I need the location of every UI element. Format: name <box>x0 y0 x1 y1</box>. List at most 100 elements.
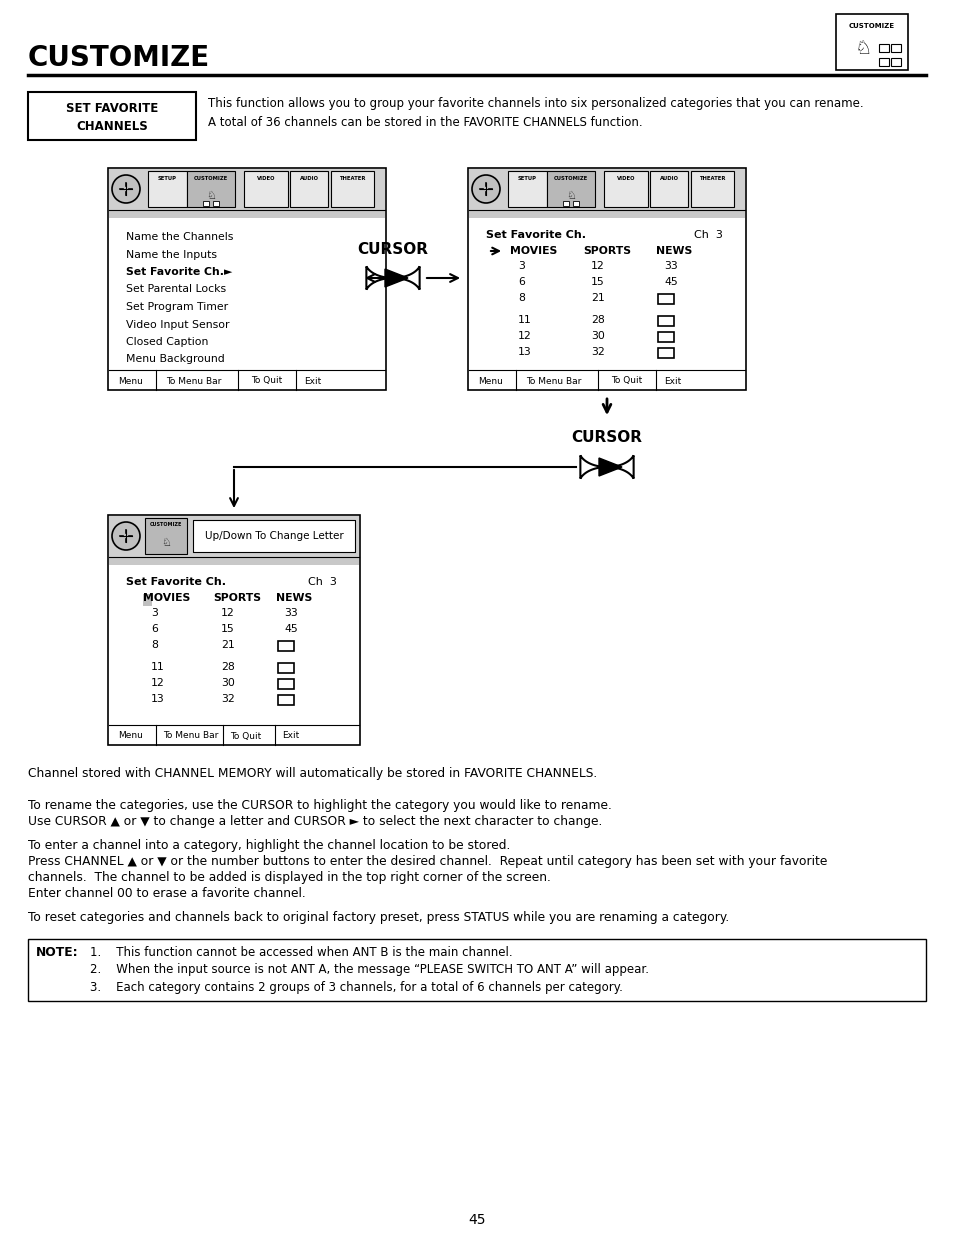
Bar <box>290 170 328 207</box>
Text: Menu: Menu <box>118 377 143 385</box>
Bar <box>109 558 358 564</box>
Text: 11: 11 <box>517 315 531 325</box>
Text: Press CHANNEL ▲ or ▼ or the number buttons to enter the desired channel.  Repeat: Press CHANNEL ▲ or ▼ or the number butto… <box>28 855 826 868</box>
Text: 3: 3 <box>151 608 157 618</box>
Text: ♘: ♘ <box>565 191 576 201</box>
Text: Menu: Menu <box>477 377 502 385</box>
Circle shape <box>472 175 499 203</box>
Text: VIDEO: VIDEO <box>256 175 275 180</box>
Polygon shape <box>385 269 408 287</box>
Bar <box>193 520 355 552</box>
Text: VIDEO: VIDEO <box>616 175 635 180</box>
Text: 6: 6 <box>517 277 524 287</box>
Text: Menu: Menu <box>118 731 143 741</box>
Text: 1.    This function cannot be accessed when ANT B is the main channel.: 1. This function cannot be accessed when… <box>90 946 512 958</box>
Bar <box>244 170 287 207</box>
Text: CUSTOMIZE: CUSTOMIZE <box>193 175 228 180</box>
Bar <box>108 515 359 745</box>
Text: 45: 45 <box>663 277 677 287</box>
Bar <box>890 58 900 65</box>
Bar <box>878 58 888 65</box>
Bar <box>468 168 745 390</box>
Text: SET FAVORITE: SET FAVORITE <box>66 101 158 115</box>
Text: AUDIO: AUDIO <box>659 175 678 180</box>
Text: 13: 13 <box>151 694 165 704</box>
Bar <box>890 44 900 52</box>
Text: AUDIO: AUDIO <box>299 175 318 180</box>
Bar <box>658 332 673 342</box>
Text: To reset categories and channels back to original factory preset, press STATUS w: To reset categories and channels back to… <box>28 911 728 924</box>
Text: SPORTS: SPORTS <box>213 593 261 603</box>
Text: To Quit: To Quit <box>610 377 641 385</box>
Text: THEATER: THEATER <box>699 175 725 180</box>
Polygon shape <box>598 458 621 475</box>
Text: ♘: ♘ <box>854 40 872 58</box>
Bar <box>649 170 688 207</box>
Text: Name the Inputs: Name the Inputs <box>126 249 216 259</box>
Text: 12: 12 <box>517 331 531 341</box>
Text: SETUP: SETUP <box>517 175 537 180</box>
Text: THEATER: THEATER <box>339 175 365 180</box>
Text: To enter a channel into a category, highlight the channel location to be stored.: To enter a channel into a category, high… <box>28 839 510 852</box>
Text: 12: 12 <box>590 261 604 270</box>
Text: Exit: Exit <box>663 377 680 385</box>
Bar <box>108 168 386 390</box>
Text: 12: 12 <box>221 608 234 618</box>
Text: CUSTOMIZE: CUSTOMIZE <box>848 23 894 28</box>
Text: 45: 45 <box>468 1213 485 1228</box>
Text: 15: 15 <box>590 277 604 287</box>
Bar <box>562 201 568 206</box>
Text: Set Parental Locks: Set Parental Locks <box>126 284 226 294</box>
Text: To Quit: To Quit <box>251 377 282 385</box>
Text: 33: 33 <box>663 261 677 270</box>
Bar <box>28 91 195 140</box>
Text: 45: 45 <box>284 624 297 634</box>
Bar <box>149 170 187 207</box>
Bar <box>145 517 187 555</box>
Bar <box>658 316 673 326</box>
Text: 8: 8 <box>151 640 157 650</box>
Text: SETUP: SETUP <box>158 175 177 180</box>
Bar <box>572 201 578 206</box>
Bar <box>277 663 294 673</box>
Text: 30: 30 <box>590 331 604 341</box>
Bar <box>835 14 907 70</box>
Text: To Menu Bar: To Menu Bar <box>525 377 580 385</box>
Text: ♘: ♘ <box>161 538 171 548</box>
Text: channels.  The channel to be added is displayed in the top right corner of the s: channels. The channel to be added is dis… <box>28 871 550 884</box>
Text: 28: 28 <box>590 315 604 325</box>
Text: Name the Channels: Name the Channels <box>126 232 233 242</box>
Text: Use CURSOR ▲ or ▼ to change a letter and CURSOR ► to select the next character t: Use CURSOR ▲ or ▼ to change a letter and… <box>28 815 601 827</box>
Text: 32: 32 <box>221 694 234 704</box>
Text: Up/Down To Change Letter: Up/Down To Change Letter <box>204 531 343 541</box>
Bar <box>331 170 374 207</box>
Text: 33: 33 <box>284 608 297 618</box>
Bar <box>546 170 594 207</box>
Text: Set Program Timer: Set Program Timer <box>126 303 228 312</box>
Text: 21: 21 <box>221 640 234 650</box>
Bar <box>109 211 385 219</box>
Text: To Menu Bar: To Menu Bar <box>166 377 221 385</box>
Text: CURSOR: CURSOR <box>357 242 428 257</box>
Text: 6: 6 <box>151 624 157 634</box>
Text: 32: 32 <box>590 347 604 357</box>
Bar <box>143 594 152 606</box>
Bar <box>690 170 733 207</box>
Bar <box>277 695 294 705</box>
Text: Video Input Sensor: Video Input Sensor <box>126 320 230 330</box>
Circle shape <box>112 175 140 203</box>
Text: NEWS: NEWS <box>656 246 692 256</box>
Text: To rename the categories, use the CURSOR to highlight the category you would lik: To rename the categories, use the CURSOR… <box>28 799 611 811</box>
Text: Ch  3: Ch 3 <box>308 577 336 587</box>
Text: 12: 12 <box>151 678 165 688</box>
Text: 28: 28 <box>221 662 234 672</box>
Text: 15: 15 <box>221 624 234 634</box>
Bar <box>203 201 209 206</box>
Bar <box>277 679 294 689</box>
Bar <box>28 939 925 1002</box>
Text: Set Favorite Ch.: Set Favorite Ch. <box>126 577 226 587</box>
Text: 2.    When the input source is not ANT A, the message “PLEASE SWITCH TO ANT A” w: 2. When the input source is not ANT A, t… <box>90 963 648 977</box>
Bar <box>277 641 294 651</box>
Bar <box>878 44 888 52</box>
Text: NOTE:: NOTE: <box>36 946 78 958</box>
